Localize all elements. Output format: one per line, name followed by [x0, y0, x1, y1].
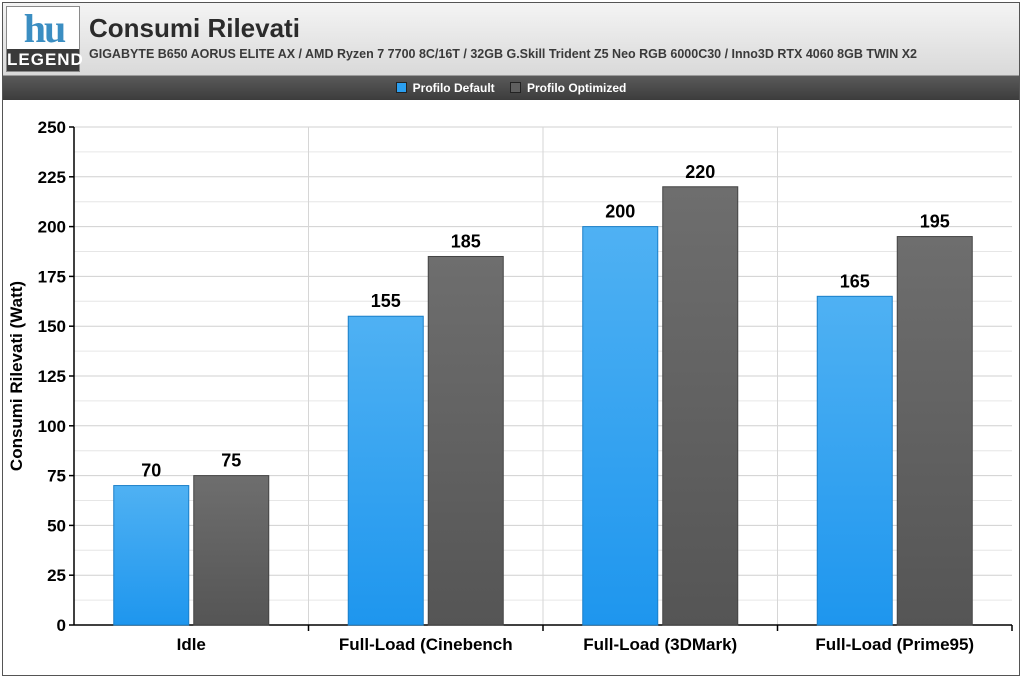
data-label: 155	[371, 291, 401, 311]
legend-label-default: Profilo Default	[412, 81, 495, 95]
y-tick-label: 25	[47, 566, 66, 585]
legend-swatch-optimized	[510, 82, 521, 93]
bar	[816, 295, 893, 626]
bar	[113, 485, 190, 626]
chart-subtitle: GIGABYTE B650 AORUS ELITE AX / AMD Ryzen…	[89, 47, 918, 61]
data-label: 200	[605, 202, 635, 222]
legend-label-optimized: Profilo Optimized	[527, 81, 627, 95]
y-tick-label: 100	[38, 417, 66, 436]
y-tick-label: 50	[47, 516, 66, 535]
data-label: 165	[840, 271, 870, 291]
logo-mark: hu	[23, 6, 67, 51]
y-tick-label: 0	[57, 616, 66, 635]
legend-item-default: Profilo Default	[395, 76, 495, 100]
x-tick-label: Full-Load (Cinebench	[339, 635, 513, 654]
y-tick-label: 225	[38, 168, 66, 187]
data-label: 220	[685, 162, 715, 182]
chart-title: Consumi Rilevati	[89, 13, 300, 43]
bar	[427, 255, 504, 626]
legend-swatch-default	[395, 82, 407, 93]
data-label: 185	[451, 231, 481, 251]
data-label: 75	[221, 451, 241, 471]
bar	[582, 226, 659, 626]
y-axis-label: Consumi Rilevati (Watt)	[7, 281, 26, 471]
y-tick-label: 250	[38, 118, 66, 137]
chart-header: hu LEGEND Consumi Rilevati GIGABYTE B650…	[3, 3, 1019, 76]
y-tick-label: 200	[38, 218, 66, 237]
x-tick-label: Full-Load (3DMark)	[583, 635, 737, 654]
logo: hu LEGEND	[6, 6, 84, 72]
bar	[347, 315, 424, 626]
legend-item-optimized: Profilo Optimized	[510, 76, 626, 100]
y-tick-label: 150	[38, 317, 66, 336]
logo-text: LEGEND	[7, 49, 84, 71]
bar	[193, 475, 270, 626]
y-tick-label: 125	[38, 367, 66, 386]
bar	[896, 236, 973, 626]
x-tick-label: Full-Load (Prime95)	[815, 635, 974, 654]
y-tick-label: 175	[38, 267, 66, 286]
legend: Profilo Default Profilo Optimized	[3, 76, 1019, 100]
y-tick-label: 75	[47, 467, 66, 486]
bar	[662, 186, 739, 626]
data-label: 70	[141, 461, 161, 481]
x-tick-label: Idle	[177, 635, 206, 654]
data-label: 195	[920, 212, 950, 232]
